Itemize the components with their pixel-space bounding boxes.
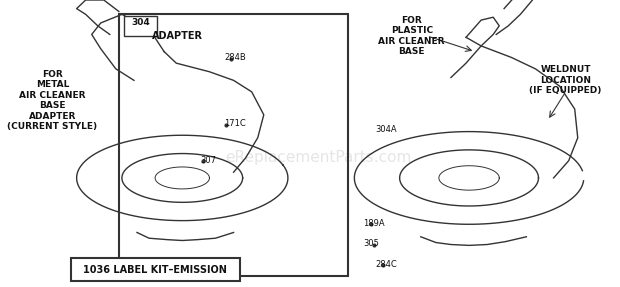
Text: 307: 307: [200, 156, 216, 165]
Text: FOR
PLASTIC
AIR CLEANER
BASE: FOR PLASTIC AIR CLEANER BASE: [378, 16, 445, 56]
Text: WELDNUT
LOCATION
(IF EQUIPPED): WELDNUT LOCATION (IF EQUIPPED): [529, 65, 602, 95]
Bar: [71, 258, 239, 281]
Text: 305: 305: [363, 239, 379, 249]
Text: 189A: 189A: [363, 219, 385, 228]
Text: 304: 304: [131, 18, 149, 27]
Text: 171C: 171C: [224, 119, 246, 128]
Text: 304A: 304A: [376, 125, 397, 134]
Text: eReplacementParts.com: eReplacementParts.com: [225, 150, 411, 165]
Text: 284C: 284C: [376, 259, 397, 269]
Text: ADAPTER: ADAPTER: [152, 31, 203, 41]
Bar: [119, 14, 348, 276]
Text: FOR
METAL
AIR CLEANER
BASE
ADAPTER
(CURRENT STYLE): FOR METAL AIR CLEANER BASE ADAPTER (CURR…: [7, 70, 97, 131]
Text: 1036 LABEL KIT–EMISSION: 1036 LABEL KIT–EMISSION: [83, 265, 227, 275]
Text: 284B: 284B: [224, 53, 246, 62]
Bar: [124, 16, 157, 36]
